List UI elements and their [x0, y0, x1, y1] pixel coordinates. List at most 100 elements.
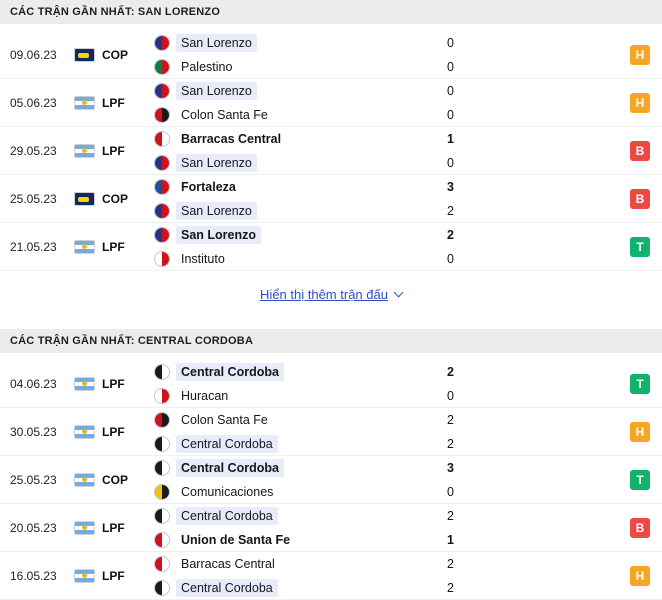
team-name: Colon Santa Fe: [181, 107, 268, 122]
match-row[interactable]: 30.05.23 LPF Colon Santa Fe 2 Central Co…: [0, 408, 662, 456]
match-teams: Fortaleza 3 San Lorenzo 2: [154, 177, 454, 220]
competition-code: COP: [102, 47, 129, 62]
team-score: 2: [447, 580, 454, 595]
team-crest-icon: [154, 531, 170, 548]
away-team: Union de Santa Fe 1: [154, 530, 454, 549]
team-score: 3: [447, 179, 454, 194]
away-team: San Lorenzo 2: [154, 201, 454, 220]
crest-half: [162, 580, 169, 595]
match-list-san-lorenzo: 09.06.23 COP San Lorenzo 0 Palestino 0 H: [0, 31, 662, 271]
team-score: 2: [447, 203, 454, 218]
result-badge: H: [630, 92, 650, 113]
crest-half: [162, 460, 169, 475]
team-crest-icon: [154, 363, 170, 380]
crest-half: [155, 484, 162, 499]
argentina-flag-icon: [74, 568, 95, 583]
crest-half: [162, 107, 169, 122]
section-san-lorenzo: CÁC TRẬN GẦN NHẤT: SAN LORENZO 09.06.23 …: [0, 0, 662, 302]
team-name: San Lorenzo: [176, 201, 257, 220]
match-row[interactable]: 25.05.23 COP Fortaleza 3 San Lorenzo 2 B: [0, 175, 662, 223]
match-date: 29.05.23: [10, 143, 57, 158]
competition: LPF: [74, 568, 154, 583]
crest-half: [162, 388, 169, 403]
match-date: 04.06.23: [10, 376, 57, 391]
argentina-flag-icon: [74, 143, 95, 158]
team-crest-icon: [154, 178, 170, 195]
team-crest-icon: [154, 130, 170, 147]
team-name: San Lorenzo: [176, 153, 257, 172]
result-badge: T: [630, 469, 650, 490]
crest-half: [162, 203, 169, 218]
team-crest-icon: [154, 435, 170, 452]
competition-code: LPF: [102, 568, 125, 583]
crest-half: [162, 155, 169, 170]
match-row[interactable]: 20.05.23 LPF Central Cordoba 2 Union de …: [0, 504, 662, 552]
home-team: San Lorenzo 2: [154, 225, 454, 244]
match-row[interactable]: 25.05.23 COP Central Cordoba 3 Comunicac…: [0, 456, 662, 504]
crest-half: [162, 35, 169, 50]
competition: LPF: [74, 239, 154, 254]
match-row[interactable]: 21.05.23 LPF San Lorenzo 2 Instituto 0 T: [0, 223, 662, 271]
competition-code: COP: [102, 191, 129, 206]
team-crest-icon: [154, 250, 170, 267]
match-row[interactable]: 09.06.23 COP San Lorenzo 0 Palestino 0 H: [0, 31, 662, 79]
home-team: Central Cordoba 2: [154, 362, 454, 381]
match-teams: Central Cordoba 2 Huracan 0: [154, 362, 454, 405]
competition: COP: [74, 191, 154, 206]
crest-half: [155, 556, 162, 571]
match-teams: Barracas Central 1 San Lorenzo 0: [154, 129, 454, 172]
team-name: Comunicaciones: [181, 484, 274, 499]
match-teams: San Lorenzo 0 Colon Santa Fe 0: [154, 81, 454, 124]
crest-half: [162, 412, 169, 427]
team-score: 1: [447, 131, 454, 146]
team-crest-icon: [154, 82, 170, 99]
competition-code: LPF: [102, 95, 125, 110]
team-name: Barracas Central: [181, 556, 275, 571]
team-crest-icon: [154, 34, 170, 51]
team-score: 0: [447, 484, 454, 499]
team-score: 0: [447, 251, 454, 266]
team-name: Fortaleza: [181, 179, 236, 194]
team-name: Instituto: [181, 251, 225, 266]
team-crest-icon: [154, 555, 170, 572]
match-row[interactable]: 29.05.23 LPF Barracas Central 1 San Lore…: [0, 127, 662, 175]
team-name: Palestino: [181, 59, 233, 74]
crest-half: [162, 436, 169, 451]
crest-half: [155, 83, 162, 98]
home-team: San Lorenzo 0: [154, 81, 454, 100]
team-score: 0: [447, 35, 454, 50]
crest-half: [155, 107, 162, 122]
team-crest-icon: [154, 459, 170, 476]
crest-half: [155, 436, 162, 451]
argentina-flag-icon: [74, 239, 95, 254]
competition-code: LPF: [102, 143, 125, 158]
team-score: 0: [447, 59, 454, 74]
team-crest-icon: [154, 483, 170, 500]
team-name: Huracan: [181, 388, 229, 403]
match-row[interactable]: 05.06.23 LPF San Lorenzo 0 Colon Santa F…: [0, 79, 662, 127]
team-crest-icon: [154, 226, 170, 243]
crest-half: [155, 227, 162, 242]
team-crest-icon: [154, 387, 170, 404]
away-team: Comunicaciones 0: [154, 482, 454, 501]
section-central-cordoba: CÁC TRẬN GẦN NHẤT: CENTRAL CORDOBA 04.06…: [0, 329, 662, 600]
result-badge: B: [630, 140, 650, 161]
team-crest-icon: [154, 154, 170, 171]
crest-half: [155, 412, 162, 427]
team-score: 0: [447, 388, 454, 403]
crest-half: [162, 131, 169, 146]
match-row[interactable]: 16.05.23 LPF Barracas Central 2 Central …: [0, 552, 662, 600]
section-title-san-lorenzo: CÁC TRẬN GẦN NHẤT: SAN LORENZO: [0, 0, 662, 24]
team-name: Central Cordoba: [176, 458, 284, 477]
home-team: Fortaleza 3: [154, 177, 454, 196]
show-more-link[interactable]: Hiển thị thêm trận đấu: [260, 287, 404, 302]
match-teams: Central Cordoba 2 Union de Santa Fe 1: [154, 506, 454, 549]
crest-half: [155, 179, 162, 194]
match-row[interactable]: 04.06.23 LPF Central Cordoba 2 Huracan 0…: [0, 360, 662, 408]
crest-half: [162, 532, 169, 547]
crest-half: [155, 131, 162, 146]
competition: LPF: [74, 376, 154, 391]
match-date: 20.05.23: [10, 520, 57, 535]
result-badge: B: [630, 517, 650, 538]
team-score: 2: [447, 556, 454, 571]
